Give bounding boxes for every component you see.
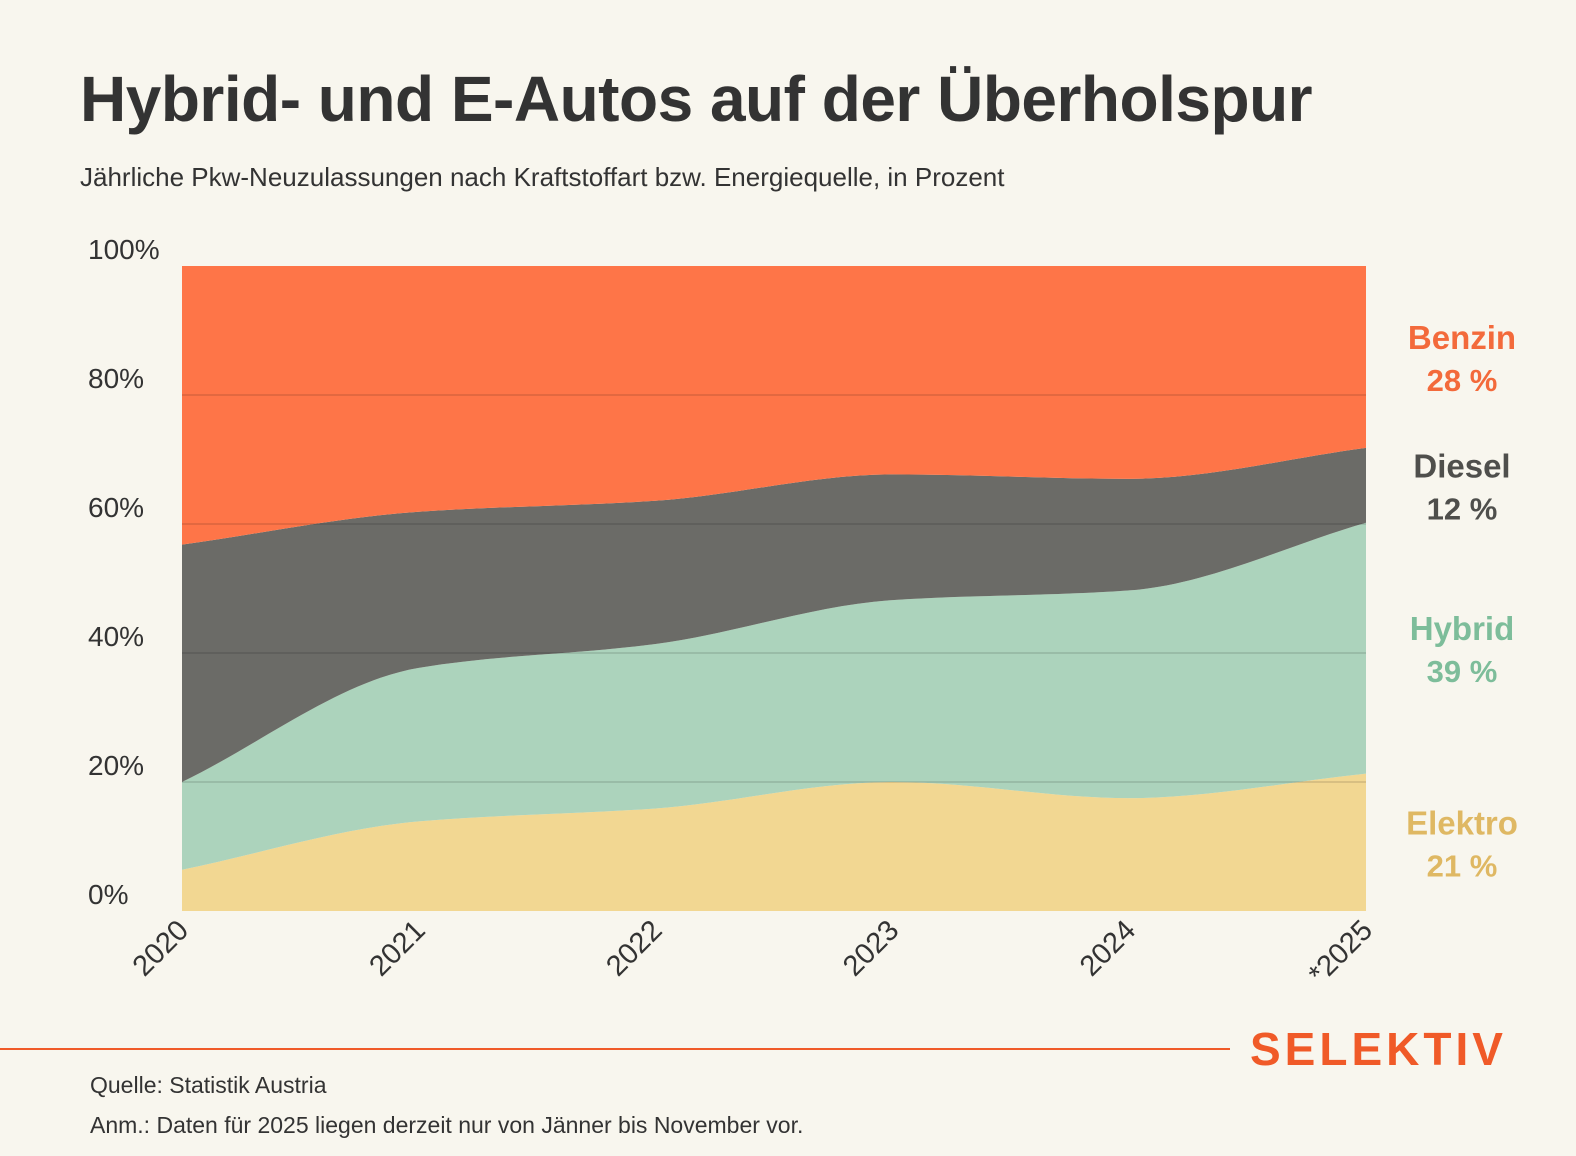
end-label-elektro: Elektro 21 % (1406, 804, 1518, 883)
series-name-label: Diesel (1413, 447, 1510, 484)
footer-divider (0, 1048, 1230, 1050)
y-tick-label: 60% (88, 492, 144, 523)
y-axis-ticks: 0% 20% 40% 60% 80% 100% (88, 234, 160, 910)
x-tick-label: *2025 (1303, 914, 1379, 990)
area-diesel (182, 447, 1366, 782)
x-axis-ticks: 2020 2021 2022 2023 2024 *2025 (127, 914, 1379, 990)
y-tick-label: 100% (88, 234, 160, 265)
series-value-label: 39 % (1427, 654, 1498, 689)
chart-subtitle: Jährliche Pkw-Neuzulassungen nach Krafts… (80, 162, 1005, 192)
area-benzin (182, 266, 1366, 545)
end-label-hybrid: Hybrid 39 % (1410, 610, 1515, 689)
x-tick-label: 2022 (600, 914, 668, 982)
y-tick-label: 80% (88, 363, 144, 394)
series-name-label: Elektro (1406, 804, 1518, 841)
y-tick-label: 0% (88, 879, 128, 910)
series-value-label: 21 % (1427, 848, 1498, 883)
source-note: Quelle: Statistik Austria (90, 1072, 327, 1098)
x-tick-label: 2021 (364, 914, 432, 982)
series-end-labels: Elektro 21 % Hybrid 39 % Diesel 12 % Benzin 28 … (1406, 319, 1518, 883)
series-name-label: Hybrid (1410, 610, 1515, 647)
y-tick-label: 20% (88, 750, 144, 781)
gridlines (182, 394, 1366, 783)
area-hybrid (182, 522, 1366, 870)
area-layers (182, 266, 1366, 911)
area-elektro (182, 773, 1366, 911)
chart-title: Hybrid- und E-Autos auf der Überholspur (80, 63, 1313, 135)
x-tick-label: 2023 (837, 914, 905, 982)
series-name-label: Benzin (1408, 319, 1516, 356)
x-tick-label: 2024 (1074, 914, 1142, 982)
y-tick-label: 40% (88, 621, 144, 652)
series-value-label: 28 % (1427, 363, 1498, 398)
brand-logo: SELEKTIV (1250, 1023, 1507, 1075)
end-label-diesel: Diesel 12 % (1413, 447, 1510, 526)
footnote: Anm.: Daten für 2025 liegen derzeit nur … (90, 1112, 804, 1138)
x-tick-label: 2020 (127, 914, 195, 982)
end-label-benzin: Benzin 28 % (1408, 319, 1516, 398)
series-value-label: 12 % (1427, 491, 1498, 526)
stacked-area-chart: 0% 20% 40% 60% 80% 100% 2020 2021 2022 2023 2024 *… (88, 234, 1518, 991)
